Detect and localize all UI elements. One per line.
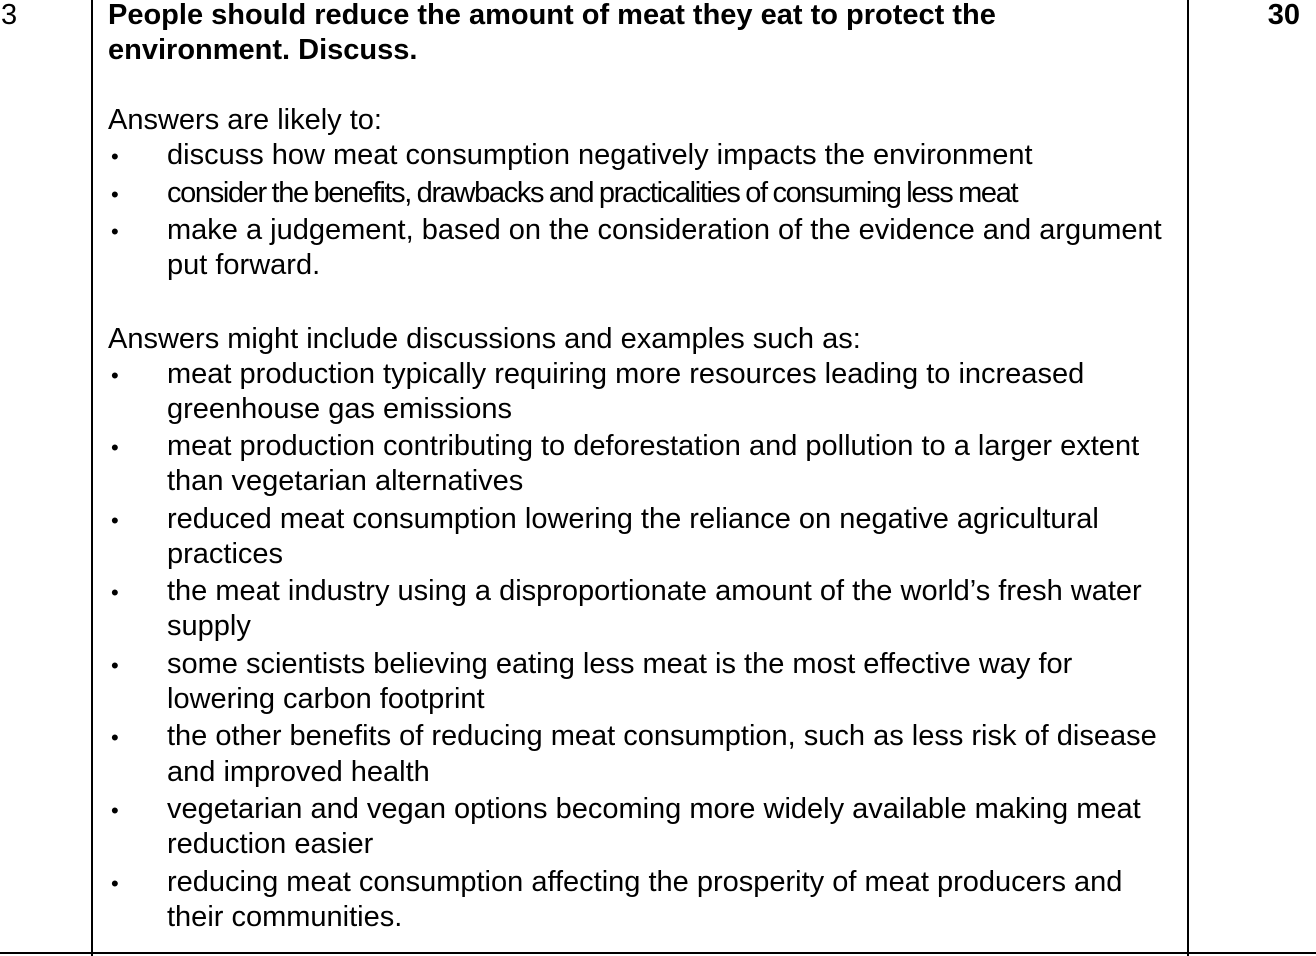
likely-intro: Answers are likely to:: [108, 104, 382, 136]
list-item: • vegetarian and vegan options becoming …: [108, 792, 1178, 862]
list-item-text: make a judgement, based on the considera…: [167, 214, 1162, 281]
bullet-icon: •: [111, 362, 119, 388]
list-item: • make a judgement, based on the conside…: [108, 213, 1178, 283]
spacer: [108, 68, 1178, 103]
bullet-icon: •: [111, 507, 119, 533]
list-item: • some scientists believing eating less …: [108, 647, 1178, 717]
list-item: • consider the benefits, drawbacks and p…: [108, 176, 1178, 211]
likely-points-list: • discuss how meat consumption negativel…: [108, 138, 1178, 283]
bullet-icon: •: [111, 870, 119, 896]
bullet-icon: •: [111, 725, 119, 751]
question-number: 3: [1, 0, 18, 31]
list-item-text: some scientists believing eating less me…: [167, 647, 1073, 716]
list-item-text: discuss how meat consumption negatively …: [167, 139, 1033, 171]
list-item: • reducing meat consumption affecting th…: [108, 865, 1178, 935]
column-divider-left: [91, 0, 93, 956]
marks-value: 30: [1267, 0, 1300, 31]
list-item-text: reducing meat consumption affecting the …: [167, 865, 1123, 933]
column-divider-right: [1187, 0, 1189, 956]
list-item-text: the meat industry using a disproportiona…: [167, 575, 1142, 643]
bullet-icon: •: [111, 652, 119, 678]
list-item: • meat production typically requiring mo…: [108, 357, 1178, 427]
row-bottom-border: [0, 952, 1316, 954]
question-prompt: People should reduce the amount of meat …: [108, 0, 996, 66]
list-item-text: meat production typically requiring more…: [167, 357, 1085, 425]
list-item: • discuss how meat consumption negativel…: [108, 138, 1178, 173]
examples-list: • meat production typically requiring mo…: [108, 357, 1178, 936]
list-item-text: meat production contributing to deforest…: [167, 430, 1140, 498]
list-item: • meat production contributing to defore…: [108, 429, 1178, 499]
list-item-text: reduced meat consumption lowering the re…: [167, 502, 1099, 570]
list-item: • the meat industry using a disproportio…: [108, 574, 1178, 644]
list-item-text: vegetarian and vegan options becoming mo…: [167, 793, 1141, 861]
bullet-icon: •: [111, 580, 119, 606]
bullet-icon: •: [111, 798, 119, 824]
list-item: • the other benefits of reducing meat co…: [108, 719, 1178, 789]
list-item-text: consider the benefits, drawbacks and pra…: [167, 176, 1019, 209]
list-item-text: the other benefits of reducing meat cons…: [167, 720, 1157, 788]
list-item: • reduced meat consumption lowering the …: [108, 502, 1178, 572]
guidance-cell: People should reduce the amount of meat …: [108, 0, 1178, 937]
spacer: [108, 286, 1178, 322]
bullet-icon: •: [111, 435, 119, 461]
bullet-icon: •: [111, 181, 119, 207]
bullet-icon: •: [111, 219, 119, 244]
examples-intro: Answers might include discussions and ex…: [108, 322, 861, 355]
bullet-icon: •: [111, 144, 119, 169]
